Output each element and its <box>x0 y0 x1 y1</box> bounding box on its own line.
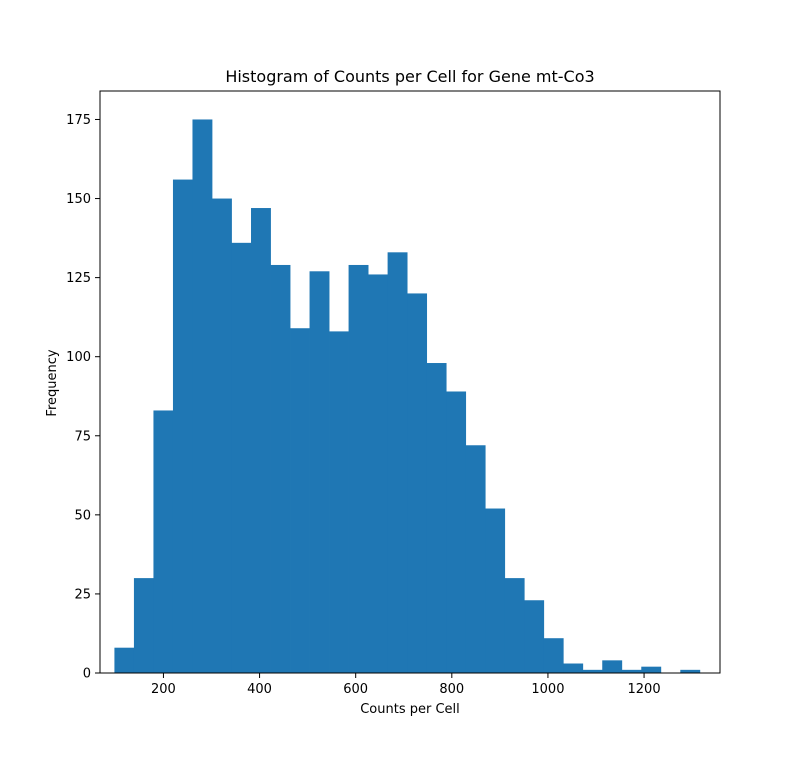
histogram-bar <box>368 274 389 673</box>
histogram-bar <box>309 271 330 673</box>
y-tick-label: 100 <box>66 350 91 365</box>
y-tick-label: 150 <box>66 192 91 207</box>
histogram-bar <box>602 660 623 673</box>
histogram-bar <box>192 119 213 673</box>
histogram-bar <box>329 331 349 673</box>
histogram-bar <box>211 198 232 674</box>
histogram-bar <box>641 666 662 673</box>
histogram-bar <box>290 328 310 673</box>
x-axis-ticks: 200 400 600 800 1000 1200 <box>151 673 661 697</box>
histogram-bar <box>446 391 467 673</box>
y-tick-label: 25 <box>74 587 91 602</box>
histogram-bar <box>543 638 564 673</box>
x-tick-label: 200 <box>151 682 176 697</box>
x-axis-label: Counts per Cell <box>360 702 460 717</box>
plot-frame <box>99 90 721 674</box>
histogram-bar <box>133 578 154 673</box>
y-axis-label: Frequency <box>45 349 60 416</box>
chart-title: Histogram of Counts per Cell for Gene mt… <box>225 67 594 86</box>
histogram-bar <box>563 663 584 673</box>
histogram-bar <box>251 208 271 674</box>
histogram-bar <box>114 647 135 673</box>
histogram-bar <box>485 508 506 673</box>
x-tick-label: 600 <box>343 682 368 697</box>
histogram-bar <box>426 363 447 673</box>
y-axis-ticks: 0 25 50 75 100 125 150 175 <box>66 113 100 682</box>
histogram-bar <box>504 578 525 673</box>
histogram-bar <box>582 669 603 673</box>
x-tick-label: 400 <box>247 682 272 697</box>
histogram-bar <box>153 410 174 673</box>
histogram-bar <box>621 669 642 673</box>
x-tick-label: 1200 <box>628 682 661 697</box>
histogram-bar <box>524 600 545 673</box>
x-tick-label: 1000 <box>531 682 564 697</box>
histogram-bar <box>348 264 369 673</box>
histogram-bar <box>231 242 252 673</box>
histogram-bar <box>270 264 291 673</box>
x-tick-label: 800 <box>439 682 464 697</box>
histogram-bar <box>387 252 408 673</box>
y-tick-label: 0 <box>83 667 91 682</box>
histogram-bar <box>465 445 486 673</box>
histogram-bar <box>407 293 428 673</box>
y-tick-label: 175 <box>66 113 91 128</box>
bars-layer <box>114 119 701 674</box>
y-tick-label: 50 <box>74 508 91 523</box>
y-tick-label: 75 <box>74 429 91 444</box>
y-tick-label: 125 <box>66 271 91 286</box>
histogram-bar <box>172 179 193 673</box>
histogram-bar <box>680 669 701 673</box>
